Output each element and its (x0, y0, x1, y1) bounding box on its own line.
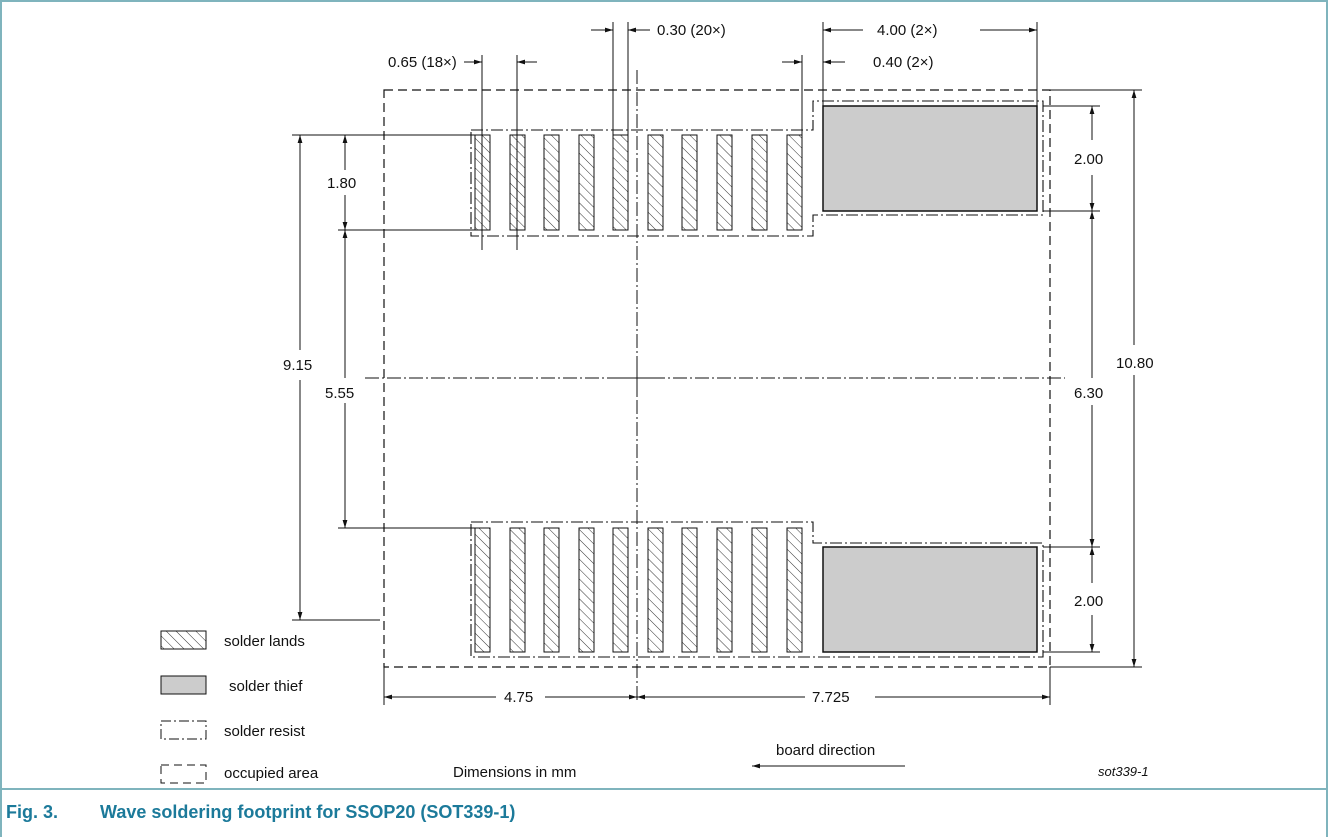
solder-resist-bottom (470, 521, 1044, 658)
land-top-4 (578, 134, 595, 231)
legend-thief-label: solder thief (229, 678, 303, 695)
land-bottom-5 (612, 527, 629, 653)
land-top-10 (786, 134, 803, 231)
land-top-7 (681, 134, 698, 231)
dimension-inner-land-gap (338, 230, 475, 529)
right-extent-label: 7.725 (812, 689, 850, 706)
land-width-label: 0.30 (20×) (657, 22, 726, 39)
dimension-land-height (338, 135, 475, 231)
pitch-label: 0.65 (18×) (388, 54, 457, 71)
board-direction-label: board direction (776, 742, 875, 759)
legend-resist-swatch (160, 720, 207, 740)
solder-thief-top (822, 105, 1038, 212)
thief-height-top-label: 2.00 (1074, 151, 1103, 168)
land-bottom-3 (543, 527, 560, 653)
land-top-3 (543, 134, 560, 231)
solder-thief-bottom (822, 546, 1038, 653)
solder-resist-top (470, 100, 1044, 237)
solder-lands-top (474, 134, 803, 231)
land-top-9 (751, 134, 768, 231)
figure-code: sot339-1 (1098, 764, 1149, 779)
dimension-right-extent (637, 667, 1051, 705)
land-height-label: 1.80 (327, 175, 356, 192)
figure-number: Fig. 3. (6, 802, 59, 822)
inner-land-gap-label: 5.55 (325, 385, 354, 402)
solder-lands-bottom (474, 527, 803, 653)
legend-thief-swatch (160, 675, 207, 695)
units-note: Dimensions in mm (453, 764, 576, 781)
thief-gap-label: 0.40 (2×) (873, 54, 933, 71)
land-top-6 (647, 134, 664, 231)
legend-occupied-swatch (160, 764, 207, 784)
land-top-5 (612, 134, 629, 231)
thief-height-bottom-label: 2.00 (1074, 593, 1103, 610)
left-extent-label: 4.75 (504, 689, 533, 706)
land-bottom-10 (786, 527, 803, 653)
legend-lands-swatch (160, 630, 207, 650)
dimension-left-extent (383, 667, 637, 705)
overall-height-label: 10.80 (1116, 355, 1154, 372)
dimension-land-width (591, 22, 650, 135)
land-bottom-1 (474, 527, 491, 653)
land-bottom-4 (578, 527, 595, 653)
land-bottom-9 (751, 527, 768, 653)
legend-resist-label: solder resist (224, 723, 306, 740)
inner-thief-gap-label: 6.30 (1074, 385, 1103, 402)
land-bottom-8 (716, 527, 733, 653)
figure-caption: Fig. 3. Wave soldering footprint for SSO… (0, 788, 1328, 837)
land-bottom-6 (647, 527, 664, 653)
figure-title: Wave soldering footprint for SSOP20 (SOT… (100, 802, 516, 822)
land-top-8 (716, 134, 733, 231)
dimension-overall-land-span (292, 134, 475, 621)
dimension-pitch (464, 55, 537, 250)
land-bottom-7 (681, 527, 698, 653)
dimension-inner-thief-gap (1043, 211, 1100, 548)
legend: solder lands solder thief solder resist … (160, 630, 319, 784)
dimension-thief-gap (782, 22, 845, 135)
legend-occupied-label: occupied area (224, 765, 319, 782)
dimension-overall-height (1050, 89, 1142, 668)
dimension-thief-height-bottom (1043, 547, 1100, 653)
land-bottom-2 (509, 527, 526, 653)
overall-land-span-label: 9.15 (283, 357, 312, 374)
footprint-diagram: 0.65 (18×) 0.30 (20×) 0.40 (2×) 4.00 (2×… (160, 22, 1154, 784)
dimension-thief-length (823, 22, 1038, 106)
legend-lands-label: solder lands (224, 633, 305, 650)
thief-length-label: 4.00 (2×) (877, 22, 937, 39)
